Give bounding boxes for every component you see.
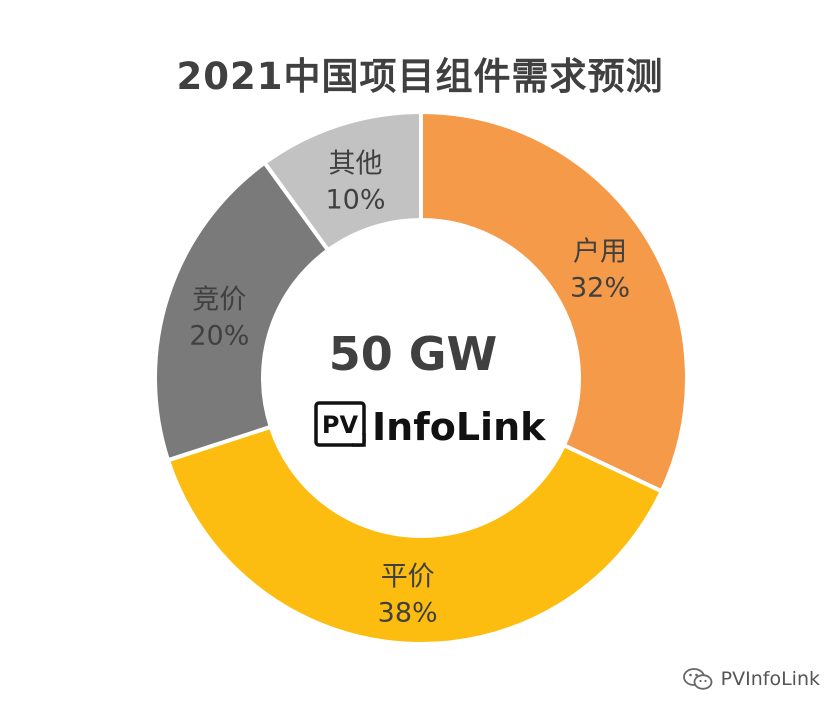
infolink-logo: PV InfoLink [314, 401, 546, 449]
slice-label-1: 平价 [381, 562, 435, 593]
slice-value-1: 38% [378, 598, 438, 629]
logo-badge: PV [322, 411, 359, 439]
logo-badge-fold [352, 433, 366, 447]
wechat-icon [682, 668, 713, 690]
slice-3 [261, 109, 423, 253]
logo-name: InfoLink [372, 405, 546, 449]
slice-value-3: 10% [325, 184, 385, 215]
slice-0 [419, 109, 689, 494]
slice-value-0: 32% [570, 272, 630, 303]
labels-layer: 户用 32% 平价 38% 竞价 20% 其他 10% [189, 148, 630, 628]
slice-label-2: 竞价 [192, 284, 246, 315]
slices-layer [153, 109, 689, 646]
center-value: 50 GW [329, 327, 498, 381]
logo-badge-frame [314, 401, 366, 447]
slice-2 [153, 160, 331, 463]
slice-1 [165, 424, 665, 646]
watermark-text: PVInfoLink [720, 668, 820, 690]
slice-value-2: 20% [189, 320, 249, 351]
chart-title: 2021中国项目组件需求预测 [176, 55, 664, 98]
slice-label-3: 其他 [328, 148, 382, 179]
slice-label-0: 户用 [573, 236, 627, 267]
watermark: PVInfoLink [682, 667, 820, 691]
